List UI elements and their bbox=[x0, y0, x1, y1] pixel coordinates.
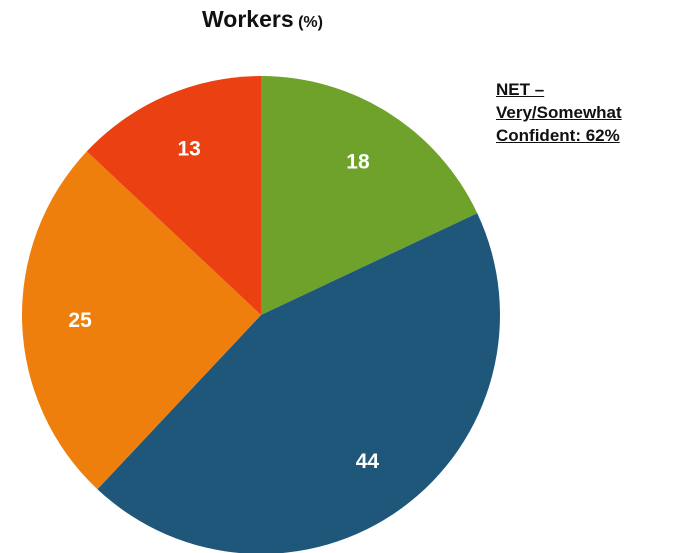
pie-label-18: 18 bbox=[346, 151, 370, 174]
pie-data-labels: 18 44 25 13 bbox=[68, 137, 379, 473]
pie-slice-13 bbox=[86, 76, 261, 315]
net-annotation-line-3: Confident: 62% bbox=[496, 126, 620, 145]
net-annotation-line-2: Very/Somewhat bbox=[496, 103, 622, 122]
pie-slice-18 bbox=[261, 76, 478, 315]
chart-title-text: Workers bbox=[202, 6, 294, 32]
net-annotation-line-1: NET – bbox=[496, 80, 545, 99]
pie-slices bbox=[22, 76, 500, 553]
pie-slice-44 bbox=[97, 213, 500, 553]
pie-slice-25 bbox=[22, 151, 262, 490]
chart-title: Workers (%) bbox=[0, 6, 525, 33]
net-annotation: NET – Very/Somewhat Confident: 62% bbox=[496, 78, 668, 147]
pie-label-44: 44 bbox=[356, 450, 380, 473]
chart-title-unit: (%) bbox=[298, 14, 323, 31]
pie-label-13: 13 bbox=[177, 137, 200, 160]
pie-label-25: 25 bbox=[68, 309, 92, 332]
